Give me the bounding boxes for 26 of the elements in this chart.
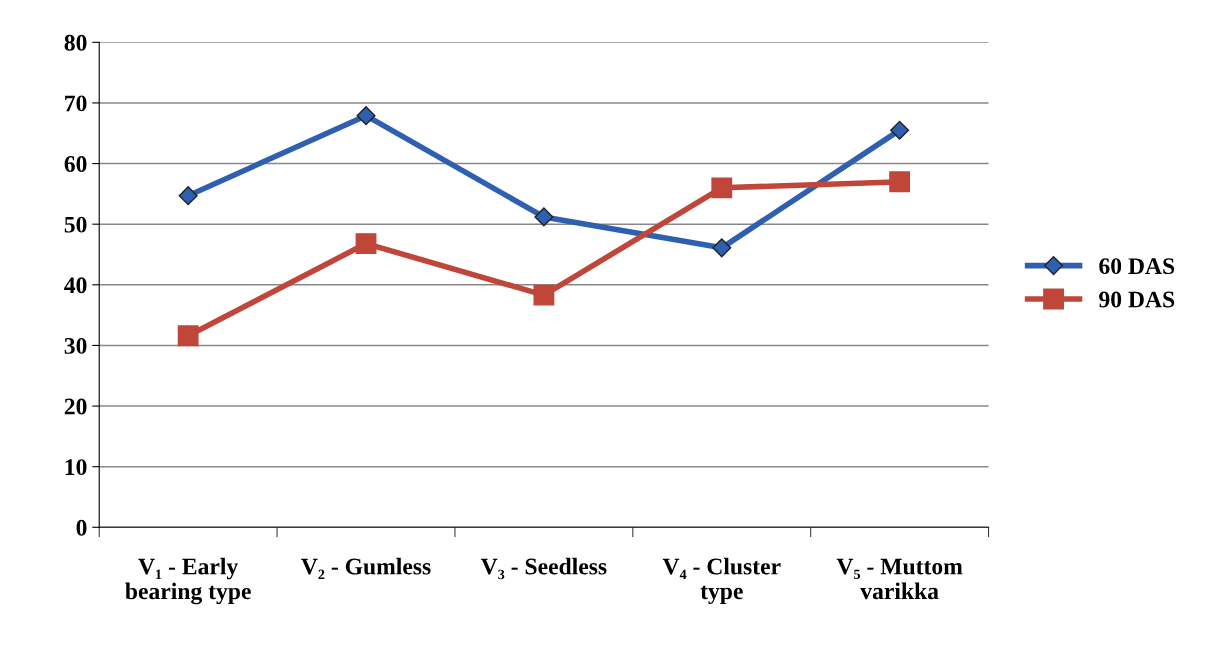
y-tick-label: 50 xyxy=(64,216,87,233)
y-tick-label: 40 xyxy=(64,277,87,294)
point xyxy=(177,325,199,347)
y-tick-label: 30 xyxy=(64,337,87,354)
point xyxy=(533,284,555,306)
x-tick-label: V₃ - Seedless xyxy=(480,557,607,580)
point xyxy=(356,106,376,126)
x-tick-label: V₅ - Muttom varikka xyxy=(836,558,963,600)
y-tick-label: 10 xyxy=(65,459,87,476)
x-tick-label: V₄ - Cluster type xyxy=(662,557,781,605)
y-tick-label: 70 xyxy=(65,95,87,112)
legend-label: 90 DAS xyxy=(1099,291,1175,308)
y-tick-label: 80 xyxy=(64,34,87,51)
point xyxy=(890,120,910,140)
point xyxy=(355,233,377,255)
y-tick-label: 20 xyxy=(64,398,87,415)
x-tick-label: V₁ - Early bearing type xyxy=(125,557,251,605)
point xyxy=(711,177,733,199)
x-tick-label: V₂ - Gumless xyxy=(301,557,431,579)
point xyxy=(178,186,198,206)
point xyxy=(712,238,732,258)
point xyxy=(534,207,554,227)
point xyxy=(889,171,911,193)
y-tick-label: 0 xyxy=(76,519,87,536)
legend-label: 60 DAS xyxy=(1099,258,1175,275)
y-tick-label: 60 xyxy=(64,156,87,172)
